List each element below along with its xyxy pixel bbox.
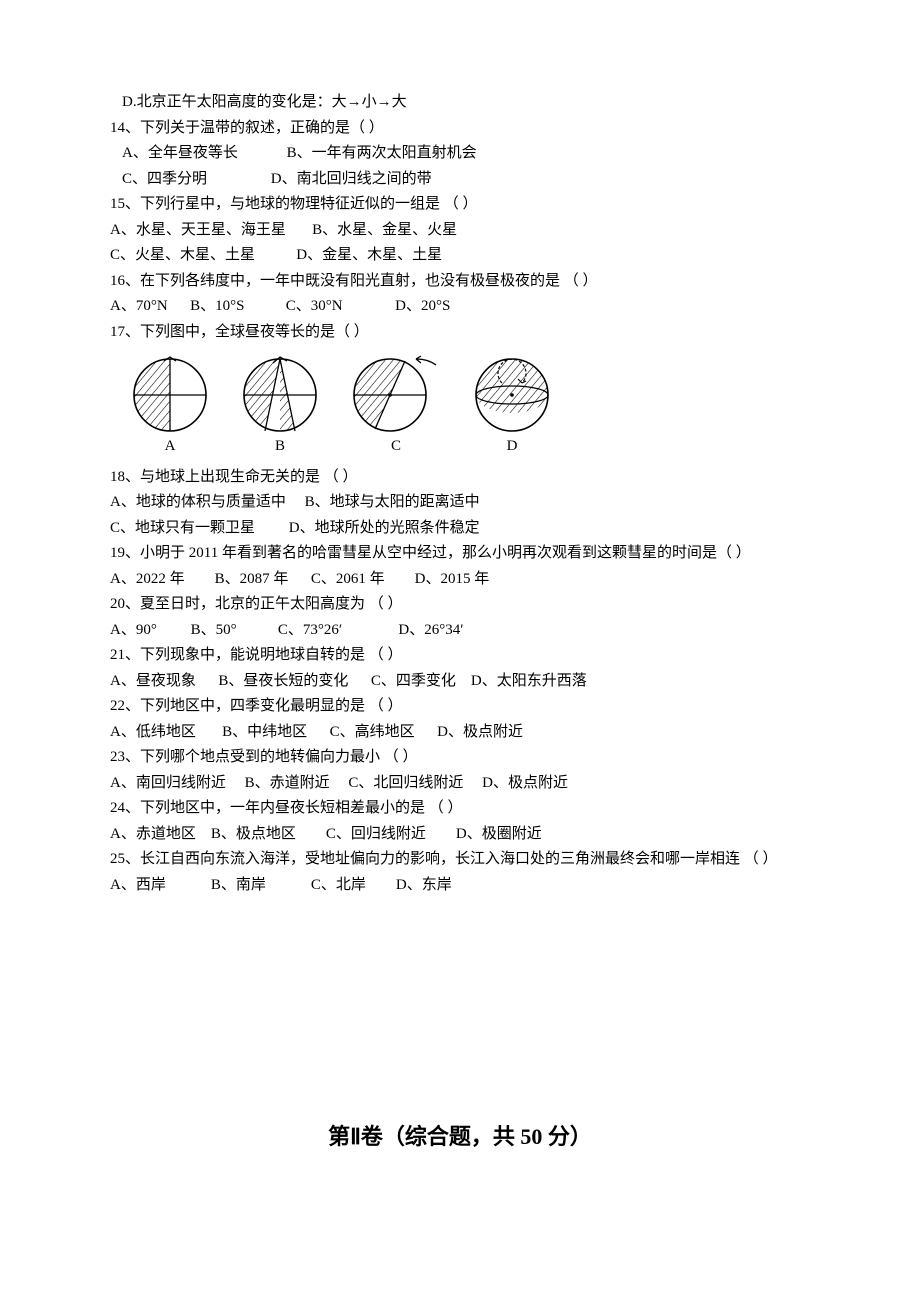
q15-b: B、水星、金星、火星 (312, 222, 457, 238)
q16-a: A、70°N (110, 298, 168, 314)
q25-a: A、西岸 (110, 877, 166, 893)
q22-stem: 22、下列地区中，四季变化最明显的是 （ ） (110, 694, 810, 720)
q22-c: C、高纬地区 (330, 724, 415, 740)
q24-c: C、回归线附近 (326, 826, 426, 842)
q21-opts: A、昼夜现象 B、昼夜长短的变化 C、四季变化 D、太阳东升西落 (110, 669, 810, 695)
q18-c: C、地球只有一颗卫星 (110, 520, 255, 536)
q14-d: D、南北回归线之间的带 (271, 171, 432, 187)
q14-row2: C、四季分明 D、南北回归线之间的带 (122, 167, 810, 193)
q20-b: B、50° (191, 622, 237, 638)
q25-b: B、南岸 (211, 877, 266, 893)
diagram-c-label: C (391, 434, 401, 460)
q20-opts: A、90° B、50° C、73°26′ D、26°34′ (110, 618, 810, 644)
option-d-top: D.北京正午太阳高度的变化是：大→小→大 (122, 90, 810, 116)
q22-a: A、低纬地区 (110, 724, 196, 740)
q21-stem: 21、下列现象中，能说明地球自转的是 （ ） (110, 643, 810, 669)
q19-c: C、2061 年 (311, 571, 385, 587)
q15-d: D、金星、木星、土星 (296, 247, 442, 263)
q16-opts: A、70°N B、10°S C、30°N D、20°S (110, 294, 810, 320)
q23-d: D、极点附近 (482, 775, 568, 791)
diagram-a: A (130, 355, 210, 460)
q16-d: D、20°S (395, 298, 450, 314)
q23-stem: 23、下列哪个地点受到的地转偏向力最小 （ ） (110, 745, 810, 771)
q18-stem: 18、与地球上出现生命无关的是 （ ） (110, 465, 810, 491)
diagram-a-label: A (165, 434, 176, 460)
q14-a: A、全年昼夜等长 (122, 145, 238, 161)
q22-d: D、极点附近 (437, 724, 523, 740)
q15-a: A、水星、天王星、海王星 (110, 222, 286, 238)
globe-c-icon (350, 355, 442, 433)
diagram-b: B (240, 355, 320, 460)
q17-diagrams: A B (130, 355, 810, 460)
q22-opts: A、低纬地区 B、中纬地区 C、高纬地区 D、极点附近 (110, 720, 810, 746)
q18-row1: A、地球的体积与质量适中 B、地球与太阳的距离适中 (110, 490, 810, 516)
q19-d: D、2015 年 (415, 571, 490, 587)
section-2-title: 第Ⅱ卷（综合题，共 50 分） (110, 1118, 810, 1155)
q18-b: B、地球与太阳的距离适中 (305, 494, 480, 510)
q15-row2: C、火星、木星、土星 D、金星、木星、土星 (110, 243, 810, 269)
globe-d-icon (472, 355, 552, 433)
q23-b: B、赤道附近 (245, 775, 330, 791)
q25-stem: 25、长江自西向东流入海洋，受地址偏向力的影响，长江入海口处的三角洲最终会和哪一… (110, 847, 810, 873)
q20-a: A、90° (110, 622, 157, 638)
q25-c: C、北岸 (311, 877, 366, 893)
q14-stem: 14、下列关于温带的叙述，正确的是（ ） (110, 116, 810, 142)
q14-c: C、四季分明 (122, 171, 207, 187)
q21-b: B、昼夜长短的变化 (218, 673, 348, 689)
q23-c: C、北回归线附近 (348, 775, 463, 791)
q14-b: B、一年有两次太阳直射机会 (287, 145, 477, 161)
q21-d: D、太阳东升西落 (471, 673, 587, 689)
q24-stem: 24、下列地区中，一年内昼夜长短相差最小的是 （ ） (110, 796, 810, 822)
diagram-b-label: B (275, 434, 285, 460)
q18-a: A、地球的体积与质量适中 (110, 494, 286, 510)
q20-stem: 20、夏至日时，北京的正午太阳高度为 （ ） (110, 592, 810, 618)
q24-b: B、极点地区 (211, 826, 296, 842)
diagram-d-label: D (507, 434, 518, 460)
q24-a: A、赤道地区 (110, 826, 196, 842)
q25-opts: A、西岸 B、南岸 C、北岸 D、东岸 (110, 873, 810, 899)
q19-a: A、2022 年 (110, 571, 185, 587)
q16-c: C、30°N (286, 298, 343, 314)
q18-d: D、地球所处的光照条件稳定 (289, 520, 480, 536)
globe-b-icon (240, 355, 320, 433)
q17-stem: 17、下列图中，全球昼夜等长的是（ ） (110, 320, 810, 346)
q24-opts: A、赤道地区 B、极点地区 C、回归线附近 D、极圈附近 (110, 822, 810, 848)
q15-stem: 15、下列行星中，与地球的物理特征近似的一组是 （ ） (110, 192, 810, 218)
diagram-d: D (472, 355, 552, 460)
q16-b: B、10°S (190, 298, 244, 314)
q19-stem: 19、小明于 2011 年看到著名的哈雷彗星从空中经过，那么小明再次观看到这颗彗… (110, 541, 810, 567)
q23-a: A、南回归线附近 (110, 775, 226, 791)
q21-a: A、昼夜现象 (110, 673, 196, 689)
q21-c: C、四季变化 (371, 673, 456, 689)
q16-stem: 16、在下列各纬度中，一年中既没有阳光直射，也没有极昼极夜的是 （ ） (110, 269, 810, 295)
q19-opts: A、2022 年 B、2087 年 C、2061 年 D、2015 年 (110, 567, 810, 593)
globe-a-icon (130, 355, 210, 433)
q20-d: D、26°34′ (398, 622, 463, 638)
q22-b: B、中纬地区 (222, 724, 307, 740)
q24-d: D、极圈附近 (456, 826, 542, 842)
diagram-c: C (350, 355, 442, 460)
q19-b: B、2087 年 (215, 571, 289, 587)
q20-c: C、73°26′ (278, 622, 342, 638)
q15-c: C、火星、木星、土星 (110, 247, 255, 263)
q14-row1: A、全年昼夜等长 B、一年有两次太阳直射机会 (122, 141, 810, 167)
q23-opts: A、南回归线附近 B、赤道附近 C、北回归线附近 D、极点附近 (110, 771, 810, 797)
q25-d: D、东岸 (396, 877, 452, 893)
q15-row1: A、水星、天王星、海王星 B、水星、金星、火星 (110, 218, 810, 244)
q18-row2: C、地球只有一颗卫星 D、地球所处的光照条件稳定 (110, 516, 810, 542)
